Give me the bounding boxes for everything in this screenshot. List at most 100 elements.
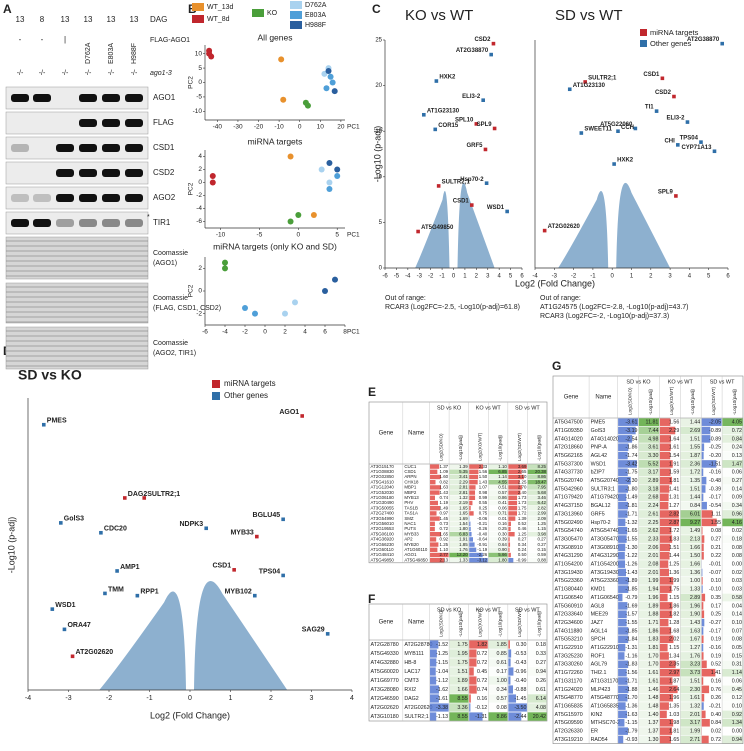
legend-swatch	[290, 21, 302, 29]
table-value: 1.37	[440, 464, 449, 469]
table-value: 1.32	[459, 495, 468, 500]
blot-band	[33, 194, 51, 202]
padj-heat	[680, 543, 701, 552]
gene-point	[612, 162, 616, 166]
coomassie-label: (AGO1)	[153, 260, 177, 267]
gene-label: AT1G23130	[573, 83, 606, 89]
padj-heat	[680, 451, 701, 460]
x-tick-label: 0	[297, 232, 301, 239]
gene-id: AT1G56010	[371, 521, 395, 526]
padj-heat	[680, 510, 701, 518]
table-value: -0.43	[514, 660, 526, 666]
gene-id: AT4G31290	[555, 553, 583, 559]
row-label: DAG	[150, 15, 167, 24]
y-tick-label: 2	[198, 166, 202, 173]
gene-label: TMM	[108, 586, 124, 593]
gene-label: TPS04	[680, 136, 699, 142]
fold-change-bar	[469, 521, 471, 526]
table-value: -0.48	[709, 478, 721, 484]
gene-id: AT3G25230	[555, 653, 583, 659]
table-value: 0.45	[477, 669, 487, 675]
table-value: 2.13	[440, 557, 449, 562]
gene-label: CSD1	[212, 563, 231, 570]
gene-name: ER	[591, 729, 599, 735]
fold-change-bar	[469, 480, 478, 485]
gene-point	[633, 126, 638, 131]
table-value: 0.88	[537, 557, 546, 562]
table-value: 1.25	[518, 531, 527, 536]
fold-change-bar	[701, 451, 704, 460]
fold-change-bar	[659, 710, 667, 719]
padj-heat	[488, 464, 508, 469]
table-value: 2.35	[669, 662, 679, 668]
table-value: 0.85	[497, 651, 507, 657]
table-value: -1.79	[625, 729, 637, 735]
padj-heat	[638, 635, 660, 644]
x-tick-label: 2	[475, 274, 479, 280]
table-value: 2.71	[690, 737, 700, 743]
gene-point	[325, 632, 330, 636]
gene-point	[281, 517, 285, 522]
gene-name: AT2G28780	[404, 642, 432, 648]
table-value: 0.19	[711, 637, 721, 643]
fold-change-bar	[701, 426, 711, 435]
gene-id: AT1G54200	[555, 562, 583, 568]
gene-id: AT1G12040	[371, 485, 395, 490]
blot-band	[33, 94, 51, 102]
blot-band	[79, 144, 97, 152]
padj-heat	[449, 537, 469, 542]
padj-heat	[527, 469, 547, 475]
fold-change-bar	[430, 495, 435, 500]
fold-change-bar	[430, 469, 438, 474]
fold-change-bar	[701, 568, 703, 577]
table-value: 1.33	[690, 587, 700, 593]
padj-heat	[722, 510, 743, 518]
padj-heat	[722, 518, 743, 527]
table-value: 1.50	[479, 474, 488, 479]
fold-change-bar	[701, 552, 704, 560]
table-value: -1.51	[709, 461, 721, 467]
padj-heat	[488, 511, 508, 516]
padj-heat	[638, 451, 660, 460]
table-value: 0.71	[498, 511, 507, 516]
table-value: 1.86	[669, 603, 679, 609]
gene-point	[567, 87, 572, 92]
column-header: Name	[408, 620, 425, 626]
gene-point	[59, 521, 63, 525]
gene-name: SMZ	[404, 516, 414, 521]
legend-label: miRNA targets	[224, 379, 276, 388]
plot-title: All genes	[258, 32, 293, 42]
pca-point	[209, 173, 216, 179]
gene-id: AT2G27400	[371, 511, 395, 516]
legend-label: E803A	[305, 12, 326, 19]
column-header: -Log10(padj)	[497, 610, 502, 637]
fold-change-bar	[659, 585, 672, 593]
column-header: -Log10(padj)	[497, 434, 502, 461]
x-tick-label: -3	[65, 695, 71, 702]
gene-id: AT3G19210	[555, 737, 583, 743]
fold-change-bar	[659, 702, 669, 710]
column-header: Log2(KO/WT)	[478, 608, 483, 637]
gene-point	[300, 414, 304, 418]
gene-id: AT2G19553	[371, 526, 395, 531]
gene-id: AT2G34600	[555, 620, 583, 626]
x-tick-label: -2	[428, 274, 434, 280]
table-value: 1.59	[669, 470, 679, 476]
table-value: -0.93	[625, 737, 637, 743]
x-axis-label: PC1	[347, 232, 360, 239]
table-value: 0.03	[732, 587, 742, 593]
gene-label: WSD1	[487, 205, 505, 211]
table-value: 1.61	[648, 670, 658, 676]
table-value: 1.81	[669, 478, 679, 484]
y-tick-label: 25	[375, 38, 382, 44]
gene-id: AT1G79420	[555, 495, 583, 501]
gene-name: AT4G31290	[591, 553, 619, 559]
table-value: 2.99	[537, 511, 546, 516]
fold-change-bar	[618, 735, 624, 744]
table-value: 1.55	[711, 520, 721, 526]
fold-change-bar	[659, 460, 673, 468]
gene-point	[699, 140, 703, 144]
fold-change-bar	[701, 476, 707, 485]
padj-heat	[722, 685, 743, 694]
table-value: 0.03	[732, 578, 742, 584]
